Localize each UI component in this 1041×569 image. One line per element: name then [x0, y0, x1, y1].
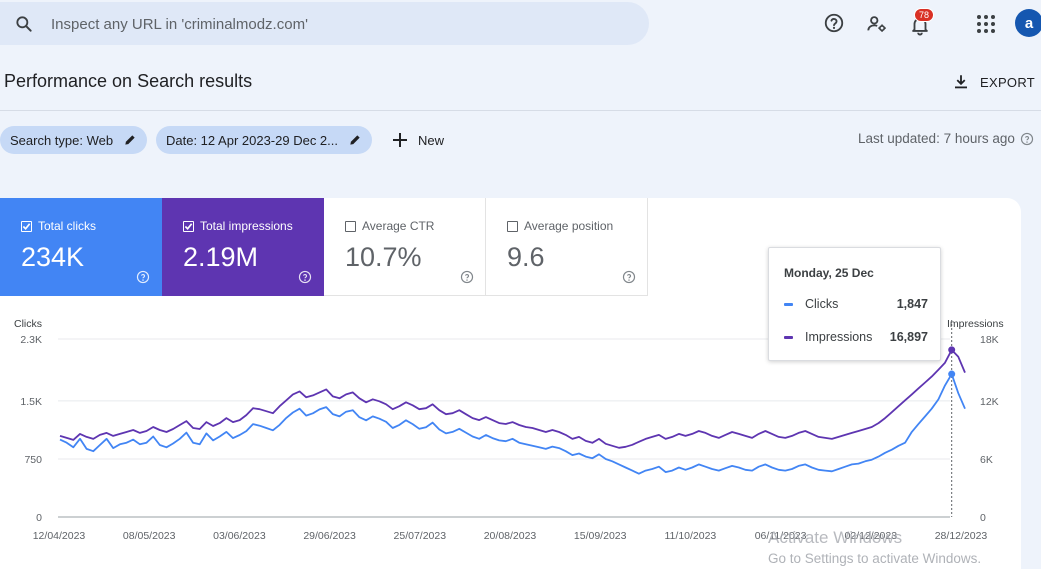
windows-activation-watermark: Activate Windows [768, 528, 903, 547]
download-icon [955, 75, 967, 89]
last-updated-info: Last updated: 7 hours ago [858, 131, 1034, 146]
tooltip-impressions-label: Impressions [805, 330, 873, 344]
last-updated-text: Last updated: 7 hours ago [858, 131, 1015, 146]
left-axis-title: Clicks [14, 318, 42, 330]
url-inspection-search-bar[interactable] [0, 2, 649, 45]
total-impressions-metric-card[interactable]: Total impressions 2.19M [162, 198, 324, 296]
url-inspection-input[interactable] [51, 12, 611, 36]
checkbox-checked-icon[interactable] [21, 220, 32, 232]
notification-count-badge: 78 [914, 8, 934, 22]
chart-hover-tooltip: Monday, 25 Dec Clicks 1,847 Impressions … [768, 247, 941, 361]
x-axis-tick-label: 06/11/2023 [755, 530, 807, 542]
search-type-label: Search type: Web [10, 132, 114, 148]
date-range-label: Date: 12 Apr 2023-29 Dec 2... [166, 132, 338, 148]
total-clicks-metric-card[interactable]: Total clicks 234K [0, 198, 162, 296]
right-axis-tick-label: 6K [980, 454, 993, 466]
new-filter-button[interactable]: New [392, 128, 444, 152]
tooltip-clicks-label: Clicks [805, 297, 839, 311]
average-ctr-value: 10.7% [345, 242, 422, 272]
x-axis-tick-label: 12/04/2023 [33, 530, 86, 542]
tooltip-clicks-value: 1,847 [896, 297, 928, 311]
clicks-swatch [784, 302, 793, 306]
right-axis-title: Impressions [947, 318, 1004, 330]
impressions-swatch [784, 335, 793, 339]
help-circle-icon[interactable] [622, 270, 636, 284]
help-circle-icon[interactable] [460, 270, 474, 284]
new-filter-label: New [418, 132, 445, 148]
page-title: Performance on Search results [4, 71, 253, 91]
average-ctr-metric-card[interactable]: Average CTR 10.7% [324, 198, 486, 296]
export-label: EXPORT [980, 74, 1036, 90]
average-position-label: Average position [524, 219, 614, 233]
average-ctr-label: Average CTR [362, 219, 435, 233]
checkbox-unchecked-icon[interactable] [507, 220, 518, 232]
help-circle-icon[interactable] [136, 270, 150, 284]
clicks-series-line [59, 373, 966, 475]
search-type-filter-chip[interactable]: Search type: Web [0, 126, 148, 154]
left-axis-tick-label: 0 [36, 512, 42, 524]
x-axis-tick-label: 08/05/2023 [123, 530, 176, 542]
tooltip-date: Monday, 25 Dec [784, 266, 874, 280]
average-position-value: 9.6 [507, 242, 545, 272]
average-position-metric-card[interactable]: Average position 9.6 [486, 198, 648, 296]
total-clicks-label: Total clicks [38, 219, 97, 233]
x-axis-tick-label: 11/10/2023 [665, 530, 717, 542]
help-circle-icon[interactable] [1020, 132, 1034, 146]
apps-grid-icon[interactable] [974, 12, 998, 36]
help-icon[interactable] [822, 11, 846, 35]
x-axis-tick-label: 29/06/2023 [303, 530, 356, 542]
x-axis-tick-label: 15/09/2023 [574, 530, 627, 542]
impressions-series-line [59, 349, 966, 449]
windows-activation-subtext: Go to Settings to activate Windows. [768, 551, 982, 566]
edit-pencil-icon [125, 135, 135, 145]
checkbox-unchecked-icon[interactable] [345, 220, 356, 232]
date-filter-chip[interactable]: Date: 12 Apr 2023-29 Dec 2... [156, 126, 372, 154]
tooltip-clicks-row: Clicks 1,847 [784, 297, 928, 311]
edit-pencil-icon [350, 135, 360, 145]
plus-icon [393, 133, 407, 147]
account-avatar[interactable]: a [1015, 9, 1041, 37]
x-axis-tick-label: 02/12/2023 [845, 530, 898, 542]
header-divider [0, 110, 1041, 111]
x-axis-tick-label: 28/12/2023 [935, 530, 988, 542]
clicks-hover-point [948, 370, 956, 378]
help-circle-icon[interactable] [298, 270, 312, 284]
export-button[interactable]: EXPORT [952, 70, 1035, 94]
total-impressions-value: 2.19M [183, 242, 259, 272]
tooltip-impressions-row: Impressions 16,897 [784, 330, 928, 344]
performance-line-chart[interactable]: 0 0 750 6K 1.5K 12K 2.3K 18K Clicks Impressions 12… [0, 310, 1021, 550]
x-axis-tick-label: 03/06/2023 [213, 530, 266, 542]
left-axis-tick-label: 2.3K [20, 334, 42, 346]
x-axis-tick-label: 20/08/2023 [484, 530, 537, 542]
manage-users-icon[interactable] [865, 12, 889, 36]
total-impressions-label: Total impressions [200, 219, 293, 233]
right-axis-tick-label: 18K [980, 334, 999, 346]
right-axis-tick-label: 12K [980, 396, 999, 408]
left-axis-tick-label: 750 [24, 454, 42, 466]
checkbox-checked-icon[interactable] [183, 220, 194, 232]
x-axis-tick-label: 25/07/2023 [394, 530, 447, 542]
tooltip-impressions-value: 16,897 [889, 330, 928, 344]
left-axis-tick-label: 1.5K [20, 396, 42, 408]
search-icon [16, 16, 32, 32]
impressions-hover-point [948, 346, 956, 354]
total-clicks-value: 234K [21, 242, 85, 272]
right-axis-tick-label: 0 [980, 512, 986, 524]
